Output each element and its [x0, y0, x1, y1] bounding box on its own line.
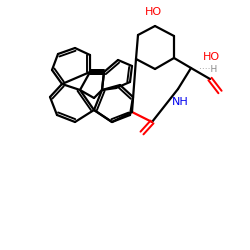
- Text: HO: HO: [203, 52, 220, 62]
- Text: HO: HO: [144, 7, 162, 17]
- Text: ····H: ····H: [199, 66, 217, 74]
- Text: NH: NH: [172, 97, 188, 107]
